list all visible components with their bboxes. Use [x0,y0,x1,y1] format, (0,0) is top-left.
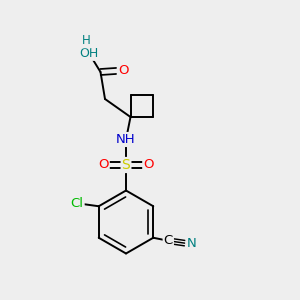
Text: OH: OH [80,47,99,60]
Text: NH: NH [116,133,136,146]
Text: Cl: Cl [70,197,84,210]
Text: O: O [118,64,128,77]
Text: O: O [98,158,109,172]
Text: S: S [122,158,130,172]
Text: N: N [187,237,196,250]
Text: H: H [82,34,91,47]
Text: C: C [164,234,173,247]
Text: O: O [143,158,154,172]
